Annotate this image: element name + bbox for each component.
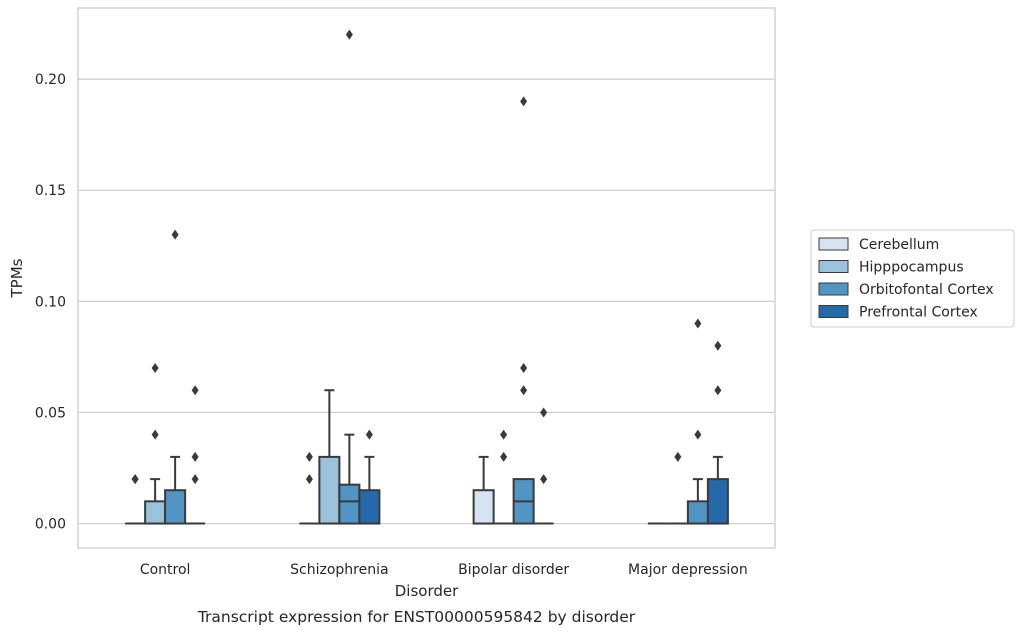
outlier-point	[500, 429, 508, 440]
outlier-point	[305, 451, 313, 462]
legend-swatch	[818, 260, 849, 273]
figure-caption: Transcript expression for ENST0000059584…	[197, 608, 636, 626]
x-tick-labels: Control Schizophrenia Bipolar disorder Majo…	[140, 562, 748, 578]
category-group	[125, 229, 206, 525]
legend-label: Hipppocampus	[859, 260, 964, 276]
legend-swatch	[818, 282, 849, 296]
y-tick-label: 0.15	[35, 183, 66, 199]
outlier-point	[540, 474, 548, 485]
box	[144, 500, 167, 525]
box	[338, 483, 361, 525]
legend: Cerebellum Hipppocampus Orbitofontal Corte…	[810, 229, 1015, 328]
category-group	[472, 96, 554, 525]
box-groups	[125, 29, 729, 525]
outlier-point	[694, 318, 702, 329]
box	[706, 478, 729, 525]
legend-label: Orbitofontal Cortex	[859, 282, 994, 298]
outlier-point	[171, 229, 179, 240]
x-tick-label: Bipolar disorder	[458, 562, 569, 578]
box	[472, 489, 495, 525]
outlier-point	[131, 474, 139, 485]
outlier-point	[305, 474, 313, 485]
x-tick-label: Control	[140, 562, 191, 578]
outlier-point	[191, 474, 199, 485]
outlier-point	[520, 385, 528, 396]
category-group	[647, 318, 729, 525]
box	[318, 455, 341, 525]
outlier-point	[714, 340, 722, 351]
y-axis-label: TPMs	[8, 258, 26, 298]
y-tick-label: 0.00	[35, 517, 66, 533]
outlier-point	[151, 429, 159, 440]
y-tick-label: 0.05	[35, 405, 66, 421]
outlier-point	[694, 429, 702, 440]
outlier-point	[151, 363, 159, 373]
y-tick-label: 0.20	[35, 72, 66, 88]
outlier-point	[520, 363, 528, 373]
box	[358, 489, 381, 525]
box	[686, 500, 709, 525]
outlier-point	[540, 407, 548, 418]
outlier-point	[191, 385, 199, 396]
x-axis-label: Disorder	[395, 582, 459, 600]
legend-swatch	[818, 305, 849, 318]
outlier-point	[345, 29, 353, 40]
y-tick-label: 0.10	[35, 294, 66, 310]
legend-swatch	[818, 237, 849, 251]
gridlines	[78, 78, 775, 525]
legend-frame	[810, 229, 1015, 328]
outlier-point	[520, 96, 528, 107]
outlier-point	[365, 429, 373, 440]
outlier-point	[191, 451, 199, 462]
plot-frame	[77, 7, 776, 549]
box	[164, 489, 187, 525]
legend-label: Prefrontal Cortex	[859, 305, 978, 321]
category-group	[299, 29, 381, 525]
legend-label: Cerebellum	[859, 237, 939, 253]
x-tick-label: Major depression	[628, 562, 748, 578]
outlier-point	[500, 451, 508, 462]
outlier-point	[714, 385, 722, 396]
y-tick-labels: 0.00 0.05 0.10 0.15 0.20	[35, 72, 66, 532]
outlier-point	[674, 451, 682, 462]
x-tick-label: Schizophrenia	[290, 562, 388, 578]
